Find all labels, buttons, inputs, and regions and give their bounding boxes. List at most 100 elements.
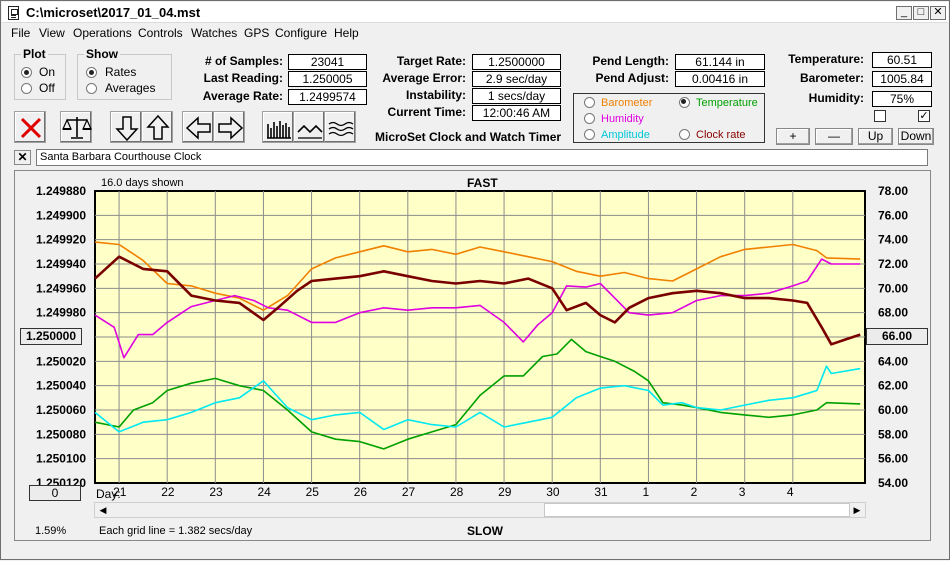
multi-wave-icon xyxy=(328,121,354,137)
day-tick-label: 1 xyxy=(642,485,649,499)
legend-panel: Barometer Temperature Humidity Amplitude… xyxy=(573,93,765,143)
current-time-value: 12:00:46 AM xyxy=(472,105,561,121)
left-tick-label: 1.250100 xyxy=(36,452,86,466)
left-tick-label: 1.249960 xyxy=(36,281,86,295)
right-tick-label: 56.00 xyxy=(878,452,908,466)
maximize-button[interactable]: □ xyxy=(913,6,929,20)
day-tick-label: 21 xyxy=(113,485,127,499)
left-tick-label: 1.250020 xyxy=(36,354,86,368)
clock-name-field[interactable]: Santa Barbara Courthouse Clock xyxy=(36,149,928,166)
left-tick-label: 1.249880 xyxy=(36,184,86,198)
temperature-series-line xyxy=(94,338,861,450)
clear-clock-name-button[interactable]: ✕ xyxy=(14,150,31,165)
day-tick-label: 3 xyxy=(739,485,746,499)
legend-amplitude[interactable]: Amplitude xyxy=(584,129,650,141)
show-group-title: Show xyxy=(84,47,120,61)
series-group xyxy=(94,241,861,450)
right-tick-label: 68.00 xyxy=(878,306,908,320)
day-tick-label: 31 xyxy=(594,485,608,499)
rate-up-button[interactable] xyxy=(141,111,173,143)
day-tick-label: 30 xyxy=(546,485,560,499)
time-scrollbar[interactable]: ◀ ▶ xyxy=(94,502,866,518)
right-center-button[interactable]: 66.00 xyxy=(866,328,928,345)
menu-help[interactable]: Help xyxy=(334,26,359,40)
show-averages-radio[interactable] xyxy=(86,83,97,94)
menu-bar: File View Operations Controls Watches GP… xyxy=(2,24,948,43)
plus-button[interactable]: + xyxy=(776,128,810,145)
app-caption: MicroSet Clock and Watch Timer xyxy=(375,130,562,144)
menu-file[interactable]: File xyxy=(11,26,31,40)
menu-view[interactable]: View xyxy=(39,26,65,40)
scroll-right-arrow-icon[interactable]: ▶ xyxy=(853,505,861,515)
current-time-label: Current Time: xyxy=(387,105,466,119)
amplitude-radio[interactable] xyxy=(584,129,595,140)
balance-button[interactable] xyxy=(60,111,92,143)
menu-watches[interactable]: Watches xyxy=(191,26,238,40)
scroll-thumb[interactable] xyxy=(544,503,850,517)
checkbox-right[interactable]: ✓ xyxy=(918,110,930,122)
grid-lines xyxy=(95,191,865,483)
scroll-left-button[interactable] xyxy=(182,111,214,143)
checkbox-left[interactable] xyxy=(874,110,886,122)
plot-off-radio[interactable] xyxy=(21,83,32,94)
legend-barometer[interactable]: Barometer xyxy=(584,97,652,109)
down-button[interactable]: Down xyxy=(898,128,934,145)
minus-button[interactable]: — xyxy=(815,128,853,145)
days-shown-label: 16.0 days shown xyxy=(101,177,184,189)
amplitude-label: Amplitude xyxy=(601,129,650,141)
plot-on-label: On xyxy=(39,65,56,79)
right-tick-label: 74.00 xyxy=(878,233,908,247)
legend-clock-rate[interactable]: Clock rate xyxy=(679,129,746,141)
last-reading-value: 1.250005 xyxy=(288,71,367,87)
right-tick-label: 60.00 xyxy=(878,403,908,417)
red-x-icon xyxy=(20,117,42,139)
menu-controls[interactable]: Controls xyxy=(138,26,183,40)
last-reading-label: Last Reading: xyxy=(203,71,283,85)
clock-rate-label: Clock rate xyxy=(696,129,746,141)
humidity-label: Humidity xyxy=(601,113,644,125)
scale-icon xyxy=(62,117,92,139)
barometer-field-label: Barometer: xyxy=(799,71,864,85)
show-averages-label: Averages xyxy=(105,81,156,95)
barometer-radio[interactable] xyxy=(584,97,595,108)
raw-data-button[interactable] xyxy=(262,111,294,143)
instability-value: 1 secs/day xyxy=(472,88,561,104)
left-axis: 1.249880 1.249900 1.249920 1.249940 1.249960… xyxy=(36,184,86,490)
scroll-right-button[interactable] xyxy=(213,111,245,143)
pend-adjust-value: 0.00416 in xyxy=(675,71,765,87)
right-tick-label: 78.00 xyxy=(878,184,908,198)
arrow-up-icon xyxy=(146,114,170,140)
right-axis: 78.00 76.00 74.00 72.00 70.00 68.00 64.00 62.00… xyxy=(878,184,908,490)
clock-rate-radio[interactable] xyxy=(679,129,690,140)
day-tick-label: 27 xyxy=(402,485,416,499)
show-group: Show Rates Averages xyxy=(77,47,172,100)
grid-note-label: Each grid line = 1.382 secs/day xyxy=(99,525,253,537)
close-button[interactable]: ✕ xyxy=(930,6,946,20)
plot-group: Plot On Off xyxy=(14,47,66,100)
filter-button[interactable] xyxy=(324,111,356,143)
barometer-series-line xyxy=(94,241,861,312)
menu-operations[interactable]: Operations xyxy=(73,26,132,40)
humidity-radio[interactable] xyxy=(584,113,595,124)
left-tick-label: 1.249940 xyxy=(36,257,86,271)
scroll-left-arrow-icon[interactable]: ◀ xyxy=(99,505,107,515)
legend-humidity[interactable]: Humidity xyxy=(584,113,644,125)
show-rates-radio[interactable] xyxy=(86,67,97,78)
menu-gps[interactable]: GPS xyxy=(244,26,270,40)
instability-label: Instability: xyxy=(405,88,466,102)
minimize-button[interactable]: _ xyxy=(896,6,912,20)
wave-icon xyxy=(297,124,323,139)
average-rate-value: 1.2499574 xyxy=(288,89,367,105)
plot-on-radio[interactable] xyxy=(21,67,32,78)
legend-temperature[interactable]: Temperature xyxy=(679,97,758,109)
samples-label: # of Samples: xyxy=(204,54,283,68)
clear-button[interactable] xyxy=(14,111,46,143)
menu-configure[interactable]: Configure xyxy=(275,26,328,40)
left-center-button[interactable]: 1.250000 xyxy=(20,328,82,345)
up-button[interactable]: Up xyxy=(858,128,893,145)
zero-button[interactable]: 0 xyxy=(29,485,81,501)
left-tick-label: 1.250040 xyxy=(36,379,86,393)
left-tick-label: 1.250060 xyxy=(36,403,86,417)
temperature-radio[interactable] xyxy=(679,97,690,108)
